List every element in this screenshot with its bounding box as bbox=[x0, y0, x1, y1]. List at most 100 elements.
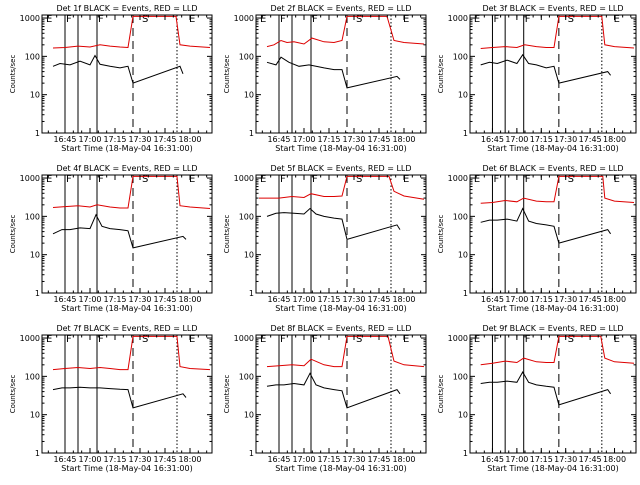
x-tick-label: 17:00 bbox=[78, 455, 101, 464]
marker-label: E bbox=[474, 174, 480, 185]
y-tick-label: 10 bbox=[458, 91, 468, 100]
x-tick-label: 17:45 bbox=[579, 455, 602, 464]
x-axis-label: Start Time (18-May-04 16:31:00) bbox=[275, 304, 406, 313]
marker-label: F bbox=[525, 174, 531, 185]
x-tick-label: 16:45 bbox=[481, 295, 504, 304]
x-axis-label: Start Time (18-May-04 16:31:00) bbox=[487, 464, 618, 473]
x-tick-label: 17:00 bbox=[505, 135, 528, 144]
marker-label: S bbox=[356, 334, 362, 345]
x-tick-label: 18:00 bbox=[392, 455, 415, 464]
panel-title: Det 5f BLACK = Events, RED = LLD bbox=[270, 164, 411, 173]
marker-label: S bbox=[142, 14, 148, 25]
marker-label: E bbox=[46, 334, 52, 345]
x-tick-label: 17:15 bbox=[317, 135, 340, 144]
x-tick-label: 17:45 bbox=[153, 135, 176, 144]
plot-frame bbox=[255, 174, 427, 294]
x-tick-label: 17:45 bbox=[153, 295, 176, 304]
y-tick-label: 1 bbox=[463, 289, 468, 298]
series-events-line bbox=[480, 207, 612, 244]
marker-label: F bbox=[493, 174, 499, 185]
marker-label: E bbox=[260, 334, 266, 345]
plot-frame bbox=[469, 334, 637, 454]
series-events-line bbox=[52, 386, 187, 409]
y-tick-label: 1000 bbox=[448, 174, 468, 183]
x-tick-label: 17:30 bbox=[342, 295, 365, 304]
x-tick-label: 16:45 bbox=[481, 455, 504, 464]
y-tick-label: 100 bbox=[25, 372, 40, 381]
x-tick-label: 18:00 bbox=[392, 135, 415, 144]
series-lld-line bbox=[266, 15, 425, 48]
y-axis-label: Counts/sec bbox=[223, 375, 231, 414]
y-tick-label: 100 bbox=[239, 372, 254, 381]
marker-label: E bbox=[614, 14, 620, 25]
marker-label: F bbox=[66, 174, 72, 185]
marker-label: E bbox=[46, 174, 52, 185]
x-tick-label: 17:15 bbox=[530, 455, 553, 464]
x-tick-label: 17:15 bbox=[103, 295, 126, 304]
y-tick-label: 1 bbox=[463, 449, 468, 458]
y-axis-label: Counts/sec bbox=[223, 215, 231, 254]
y-tick-label: 1000 bbox=[448, 334, 468, 343]
panel-title: Det 4f BLACK = Events, RED = LLD bbox=[56, 164, 197, 173]
marker-label: F bbox=[493, 334, 499, 345]
series-lld-line bbox=[266, 335, 425, 368]
y-tick-label: 1000 bbox=[20, 334, 40, 343]
marker-label: E bbox=[46, 14, 52, 25]
x-tick-label: 17:00 bbox=[78, 135, 101, 144]
y-tick-label: 100 bbox=[453, 52, 468, 61]
marker-label: F bbox=[312, 174, 318, 185]
x-tick-label: 17:00 bbox=[292, 455, 315, 464]
series-lld-line bbox=[259, 175, 425, 200]
x-tick-label: 17:15 bbox=[103, 135, 126, 144]
x-axis-label: Start Time (18-May-04 16:31:00) bbox=[487, 144, 618, 153]
y-tick-label: 1 bbox=[249, 129, 254, 138]
x-tick-label: 17:15 bbox=[530, 135, 553, 144]
plot-frame bbox=[469, 174, 637, 294]
x-tick-label: 18:00 bbox=[178, 135, 201, 144]
series-events-line bbox=[266, 207, 401, 241]
x-tick-label: 17:45 bbox=[153, 455, 176, 464]
marker-label: E bbox=[403, 334, 409, 345]
x-tick-label: 18:00 bbox=[178, 455, 201, 464]
series-lld-line bbox=[52, 175, 211, 209]
x-axis-label: Start Time (18-May-04 16:31:00) bbox=[275, 144, 406, 153]
x-tick-label: 17:00 bbox=[292, 295, 315, 304]
x-tick-label: 17:30 bbox=[554, 455, 577, 464]
plot-frame bbox=[41, 334, 213, 454]
x-tick-label: 17:00 bbox=[292, 135, 315, 144]
x-tick-label: 18:00 bbox=[392, 295, 415, 304]
x-tick-label: 16:45 bbox=[53, 455, 76, 464]
marker-label: E bbox=[474, 334, 480, 345]
x-tick-label: 17:45 bbox=[579, 295, 602, 304]
x-tick-label: 17:45 bbox=[367, 295, 390, 304]
panel-title: Det 7f BLACK = Events, RED = LLD bbox=[56, 324, 197, 333]
panel-title: Det 8f BLACK = Events, RED = LLD bbox=[270, 324, 411, 333]
y-tick-label: 10 bbox=[30, 251, 40, 260]
marker-label: E bbox=[260, 14, 266, 25]
marker-label: F bbox=[525, 14, 531, 25]
x-tick-label: 17:30 bbox=[128, 295, 151, 304]
marker-label: F bbox=[493, 14, 499, 25]
series-events-line bbox=[480, 53, 611, 84]
series-events-line bbox=[266, 56, 401, 89]
y-tick-label: 1 bbox=[463, 129, 468, 138]
x-tick-label: 17:45 bbox=[579, 135, 602, 144]
marker-label: S bbox=[356, 174, 362, 185]
series-lld-line bbox=[480, 15, 635, 49]
series-events-line bbox=[52, 54, 184, 84]
x-tick-label: 17:15 bbox=[530, 295, 553, 304]
marker-label: F bbox=[312, 14, 318, 25]
y-axis-label: Counts/sec bbox=[9, 55, 17, 94]
x-axis-label: Start Time (18-May-04 16:31:00) bbox=[61, 304, 192, 313]
y-axis-label: Counts/sec bbox=[9, 215, 17, 254]
y-tick-label: 10 bbox=[458, 251, 468, 260]
x-tick-label: 17:30 bbox=[554, 135, 577, 144]
panel-title: Det 3f BLACK = Events, RED = LLD bbox=[482, 4, 623, 13]
series-lld-line bbox=[480, 175, 635, 204]
